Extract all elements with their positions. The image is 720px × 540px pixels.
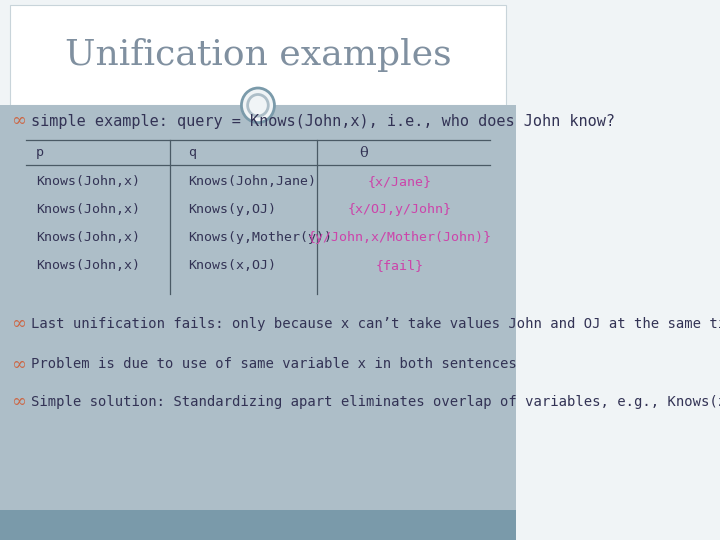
Text: ∞: ∞ (11, 112, 25, 131)
Text: θ: θ (359, 146, 368, 160)
Text: simple example: query = Knows(John,x), i.e., who does John know?: simple example: query = Knows(John,x), i… (31, 114, 615, 129)
Text: Simple solution: Standardizing apart eliminates overlap of variables, e.g., Know: Simple solution: Standardizing apart eli… (31, 395, 720, 409)
Text: ∞: ∞ (11, 315, 25, 333)
Text: ∞: ∞ (11, 355, 25, 374)
Text: Unification examples: Unification examples (65, 38, 451, 72)
Text: p: p (36, 146, 44, 159)
Text: Knows(x,OJ): Knows(x,OJ) (189, 259, 276, 272)
Text: Last unification fails: only because x can’t take values John and OJ at the same: Last unification fails: only because x c… (31, 317, 720, 331)
Text: Knows(John,x): Knows(John,x) (36, 175, 140, 188)
Circle shape (241, 88, 274, 123)
Text: {x/OJ,y/John}: {x/OJ,y/John} (348, 203, 452, 216)
FancyBboxPatch shape (0, 105, 516, 510)
Text: Knows(John,x): Knows(John,x) (36, 259, 140, 272)
Text: Knows(John,Jane): Knows(John,Jane) (189, 175, 316, 188)
Text: {y/John,x/Mother(John)}: {y/John,x/Mother(John)} (308, 231, 492, 244)
Text: Knows(John,x): Knows(John,x) (36, 203, 140, 216)
Text: Knows(John,x): Knows(John,x) (36, 231, 140, 244)
Text: Knows(y,OJ): Knows(y,OJ) (189, 203, 276, 216)
FancyBboxPatch shape (0, 0, 516, 540)
FancyBboxPatch shape (10, 5, 505, 105)
Text: q: q (189, 146, 197, 159)
FancyBboxPatch shape (0, 510, 516, 540)
Text: Knows(y,Mother(y)): Knows(y,Mother(y)) (189, 231, 333, 244)
Text: {fail}: {fail} (376, 259, 424, 272)
Text: ∞: ∞ (11, 393, 25, 411)
Text: Problem is due to use of same variable x in both sentences: Problem is due to use of same variable x… (31, 357, 517, 372)
Text: {x/Jane}: {x/Jane} (368, 175, 432, 188)
